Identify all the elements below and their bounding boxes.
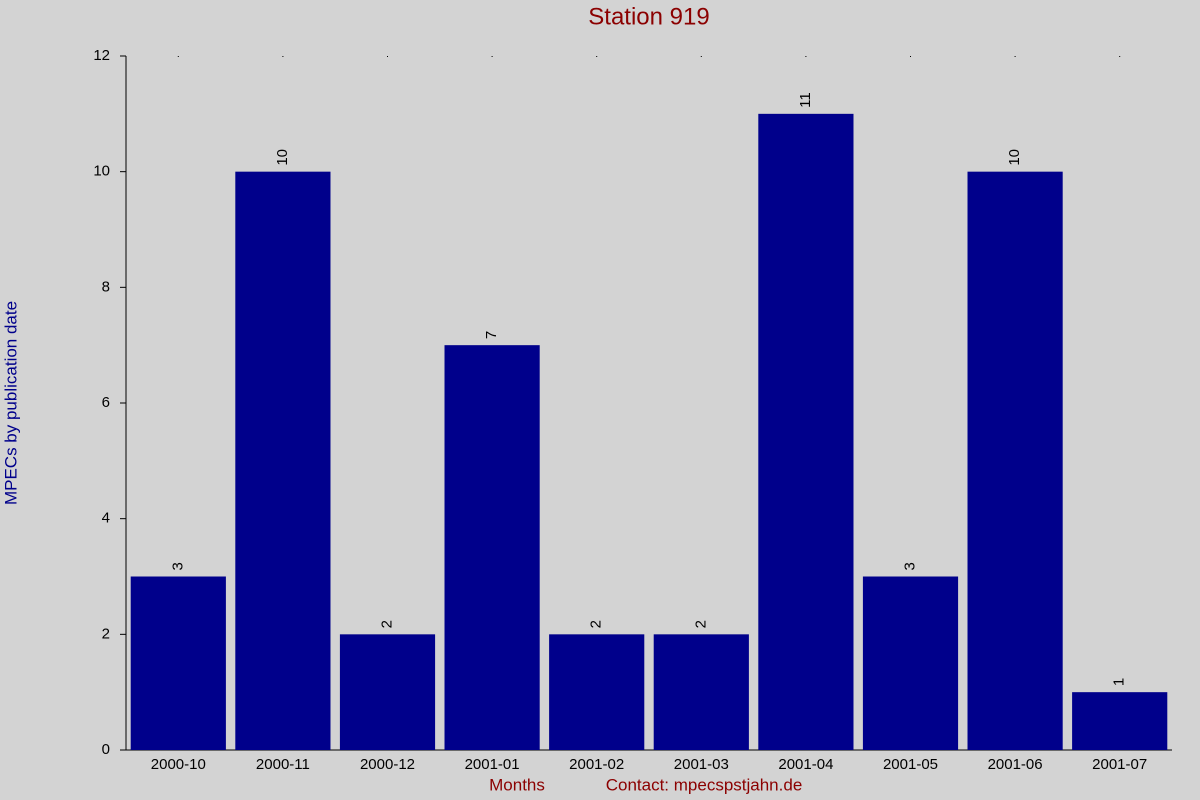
value-label: 2 xyxy=(692,620,709,628)
x-axis-label: Months xyxy=(489,775,545,794)
bar xyxy=(444,345,540,750)
bar xyxy=(130,576,226,750)
y-tick-label: 4 xyxy=(102,510,110,527)
value-label: 2 xyxy=(378,620,395,628)
x-tick-label: 2001-07 xyxy=(1092,756,1147,773)
bar xyxy=(653,634,749,750)
value-label: 11 xyxy=(797,92,814,108)
value-label: 3 xyxy=(169,562,186,570)
annotation: Contact: mpecspstjahn.de xyxy=(606,775,803,794)
bar xyxy=(1072,692,1168,750)
bar xyxy=(549,634,645,750)
value-label: 2 xyxy=(588,620,605,628)
x-tick-label: 2000-10 xyxy=(151,756,206,773)
x-tick-label: 2001-02 xyxy=(569,756,624,773)
value-label: 10 xyxy=(1006,149,1023,166)
x-tick-label: 2000-12 xyxy=(360,756,415,773)
x-tick-label: 2001-05 xyxy=(883,756,938,773)
y-tick-label: 8 xyxy=(102,278,110,295)
bar xyxy=(235,171,331,750)
y-axis-label: MPECs by publication date xyxy=(1,301,20,505)
value-label: 7 xyxy=(483,331,500,339)
value-label: 10 xyxy=(274,149,291,166)
x-tick-label: 2001-01 xyxy=(465,756,520,773)
value-label: 1 xyxy=(1111,678,1128,686)
bar xyxy=(967,171,1063,750)
x-tick-label: 2001-03 xyxy=(674,756,729,773)
x-tick-label: 2000-11 xyxy=(256,756,310,773)
y-tick-label: 12 xyxy=(93,47,110,64)
bar xyxy=(758,113,854,751)
y-tick-label: 6 xyxy=(102,394,110,411)
bar xyxy=(862,576,959,750)
x-tick-label: 2001-06 xyxy=(988,756,1043,773)
value-label: 3 xyxy=(901,562,918,570)
y-tick-label: 2 xyxy=(102,625,110,642)
chart-title: Station 919 xyxy=(588,3,709,30)
x-tick-label: 2001-04 xyxy=(778,756,833,773)
y-tick-label: 10 xyxy=(93,163,110,180)
bar xyxy=(339,634,436,750)
y-tick-label: 0 xyxy=(102,741,110,758)
